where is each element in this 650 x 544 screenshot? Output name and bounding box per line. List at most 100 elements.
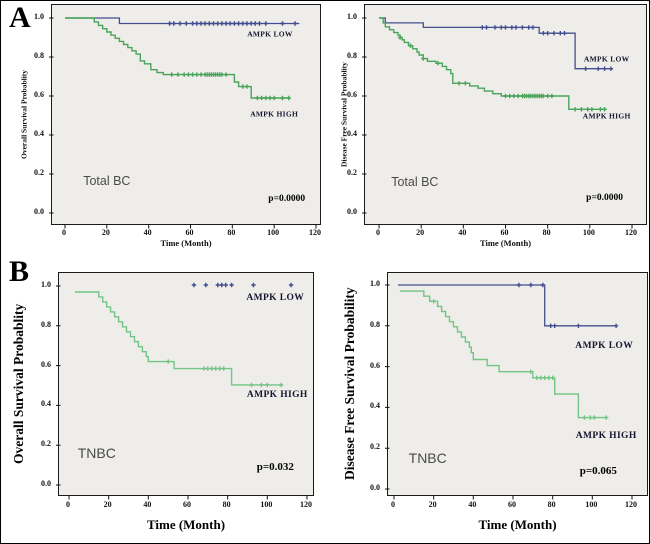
y-tick-label: 0.2	[347, 168, 357, 177]
legend-ampk-high-label: AMPK HIGH	[582, 111, 631, 120]
legend-ampk-low-label: AMPK LOW	[247, 29, 293, 39]
panel-b-letter: B	[9, 255, 30, 288]
x-tick-label: 100	[582, 228, 595, 237]
y-tick-label: 0.4	[34, 129, 44, 138]
ampk-low-censor-marks	[480, 25, 614, 71]
ampk-high-censor-marks	[431, 299, 609, 420]
axis-tick-marks	[385, 284, 633, 500]
y-tick-label: 0.6	[347, 90, 357, 99]
y-tick-label: 1.0	[347, 12, 357, 21]
x-tick-label: 60	[183, 500, 191, 509]
plot-area: AMPK LOW AMPK HIGH TNBC p=0.032	[56, 272, 314, 500]
y-tick-label: 0.0	[347, 207, 357, 216]
x-tick-label: 120	[309, 228, 321, 237]
x-tick-label: 80	[227, 228, 236, 237]
plot-area: AMPK LOW AMPK HIGH TNBC p=0.065	[385, 272, 648, 500]
y-tick-label: 0.6	[370, 360, 380, 370]
p-value-label: p=0.065	[579, 464, 617, 477]
x-tick-label: 40	[458, 228, 467, 237]
x-tick-label: 20	[416, 228, 425, 237]
x-tick-label: 80	[542, 228, 551, 237]
km-curves	[385, 282, 633, 500]
legend-ampk-low-label: AMPK LOW	[575, 341, 634, 352]
ampk-high-curve	[74, 291, 282, 386]
x-tick-label: 40	[468, 500, 477, 509]
x-tick-label: 120	[300, 500, 312, 509]
y-tick-label: 1.0	[370, 279, 380, 288]
ampk-high-censor-marks	[166, 359, 284, 388]
y-tick-label: 0.8	[347, 51, 357, 60]
ampk-low-censor-marks	[516, 282, 619, 328]
legend-ampk-low-label: AMPK LOW	[246, 292, 305, 303]
x-tick-label: 0	[391, 500, 395, 509]
ampk-high-censor-marks	[397, 35, 607, 112]
x-tick-label: 120	[625, 228, 637, 237]
x-tick-label: 20	[101, 228, 110, 237]
y-tick-label: 0.0	[34, 207, 44, 216]
x-axis-title: Time (Month)	[160, 238, 212, 248]
x-axis-title: Time (Month)	[479, 238, 532, 248]
x-tick-label: 80	[222, 500, 231, 509]
x-tick-label: 60	[508, 500, 516, 509]
cohort-label: Total BC	[83, 173, 131, 188]
ampk-low-censor-marks	[191, 282, 294, 288]
ampk-high-censor-marks	[169, 72, 291, 101]
x-tick-label: 100	[260, 500, 273, 509]
x-tick-label: 0	[376, 228, 380, 237]
y-tick-label: 0.2	[34, 168, 44, 177]
ampk-low-curve	[398, 284, 617, 327]
ampk-high-curve	[399, 290, 607, 419]
y-tick-label: 1.0	[34, 12, 44, 21]
y-tick-label: 0.4	[370, 401, 380, 411]
y-tick-label: 0.2	[41, 439, 51, 449]
p-value-label: p=0.032	[256, 461, 294, 474]
x-tick-label: 0	[66, 500, 70, 509]
cohort-label: TNBC	[77, 445, 116, 462]
cohort-label: TNBC	[408, 450, 447, 467]
y-tick-label: 0.0	[41, 479, 51, 488]
x-tick-label: 0	[62, 228, 66, 237]
x-axis-title: Time (Month)	[146, 517, 226, 532]
y-tick-label: 0.8	[370, 319, 380, 329]
x-tick-label: 40	[143, 228, 152, 237]
x-axis-title: Time (Month)	[478, 517, 557, 532]
x-tick-label: 40	[143, 500, 152, 509]
x-tick-label: 80	[547, 500, 556, 509]
y-tick-label: 0.6	[34, 90, 44, 99]
axis-tick-marks	[56, 285, 308, 500]
legend-ampk-high-label: AMPK HIGH	[575, 430, 637, 441]
km-curves	[56, 282, 308, 500]
cohort-label: Total BC	[391, 174, 439, 189]
y-tick-label: 0.2	[370, 442, 380, 452]
x-tick-label: 100	[267, 228, 280, 237]
y-tick-label: 1.0	[41, 280, 51, 289]
x-tick-label: 100	[585, 500, 598, 509]
x-tick-label: 20	[428, 500, 437, 509]
axis-tick-marks	[362, 17, 633, 229]
x-tick-label: 120	[625, 500, 637, 509]
ampk-low-censor-marks	[167, 21, 298, 26]
p-value-label: p=0.0000	[586, 193, 623, 204]
km-curves	[362, 17, 633, 229]
y-tick-label: 0.4	[347, 129, 357, 138]
km-curves	[49, 17, 317, 229]
legend-ampk-high-label: AMPK HIGH	[246, 390, 308, 401]
plot-area: AMPK LOW AMPK HIGH Total BC p=0.0000	[362, 4, 647, 229]
p-value-label: p=0.0000	[268, 193, 306, 204]
legend-ampk-low-label: AMPK LOW	[583, 54, 630, 64]
y-tick-label: 0.8	[41, 319, 51, 329]
y-tick-label: 0.8	[34, 51, 44, 60]
x-tick-label: 20	[103, 500, 112, 509]
plot-area: AMPK LOW AMPK HIGH Total BC p=0.0000	[49, 4, 321, 229]
panel-a-letter: A	[9, 1, 31, 34]
axis-tick-marks	[49, 17, 317, 229]
y-tick-label: 0.4	[41, 399, 51, 409]
legend-ampk-high-label: AMPK HIGH	[250, 109, 299, 119]
y-axis-title: Disease Free Survival Probability	[342, 287, 357, 481]
y-tick-label: 0.6	[41, 359, 51, 369]
